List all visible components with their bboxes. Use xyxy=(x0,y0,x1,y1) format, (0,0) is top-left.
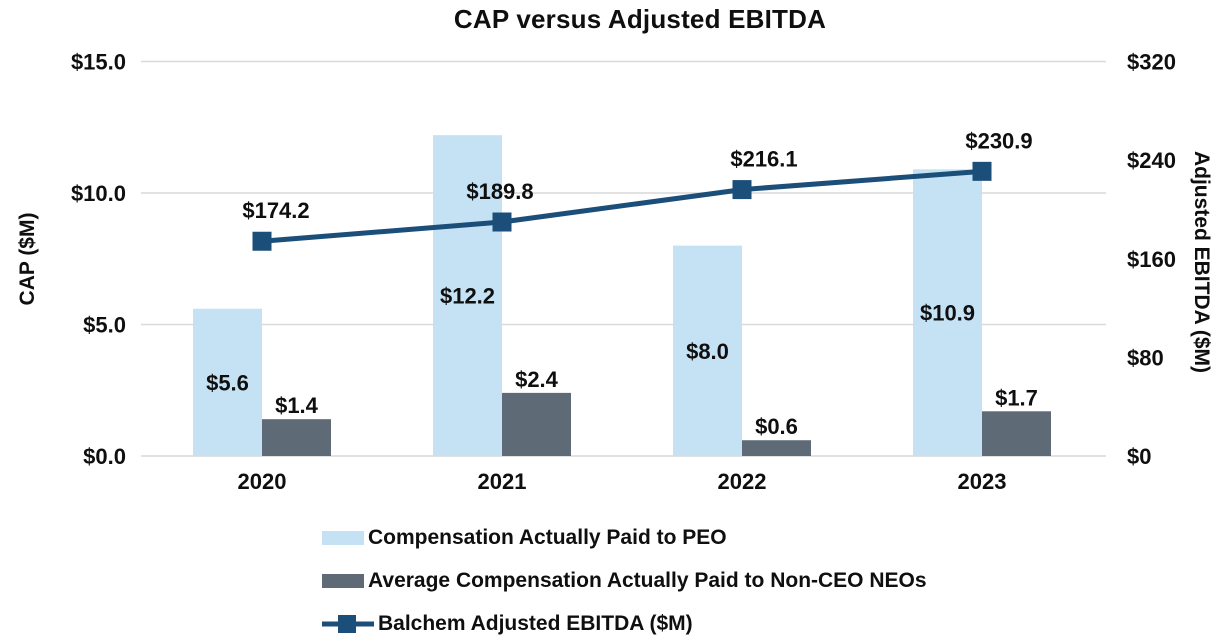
left-axis-tick-label: $0.0 xyxy=(83,444,126,469)
neo-bar xyxy=(262,419,331,456)
neo-bar xyxy=(742,440,811,456)
left-axis-tick-label: $15.0 xyxy=(71,50,126,75)
right-axis-tick-label: $0 xyxy=(1127,444,1151,469)
neo-bar xyxy=(502,392,571,456)
chart-title: CAP versus Adjusted EBITDA xyxy=(453,4,827,34)
right-axis-tick-label: $240 xyxy=(1127,148,1176,173)
peo-bar xyxy=(913,169,982,456)
ebitda-marker xyxy=(252,231,272,251)
neo-bar-label: $1.4 xyxy=(275,393,319,418)
peo-bar-label: $8.0 xyxy=(686,339,729,364)
legend-item-cap-neo: Average Compensation Actually Paid to No… xyxy=(322,569,927,592)
peo-bar-label: $5.6 xyxy=(206,370,249,395)
legend-item-cap-peo: Compensation Actually Paid to PEO xyxy=(322,526,927,549)
peo-bar-swatch xyxy=(322,531,364,545)
right-axis-tick-label: $320 xyxy=(1127,50,1176,75)
neo-bar-swatch xyxy=(322,574,364,588)
ebitda-line-swatch xyxy=(322,615,374,633)
neo-bar-label: $0.6 xyxy=(755,414,798,439)
right-axis-tick-label: $80 xyxy=(1127,345,1164,370)
peo-bar xyxy=(433,135,502,456)
left-axis-tick-label: $5.0 xyxy=(83,313,126,338)
x-axis-year-label: 2020 xyxy=(238,469,287,494)
right-axis-tick-label: $160 xyxy=(1127,247,1176,272)
ebitda-marker xyxy=(732,180,752,200)
ebitda-point-label: $216.1 xyxy=(730,147,797,172)
legend-item-ebitda: Balchem Adjusted EBITDA ($M) xyxy=(322,612,927,635)
legend-label-ebitda: Balchem Adjusted EBITDA ($M) xyxy=(378,612,693,635)
peo-bar-label: $12.2 xyxy=(440,284,495,309)
legend: Compensation Actually Paid to PEO Averag… xyxy=(322,526,927,635)
x-axis-year-label: 2022 xyxy=(718,469,767,494)
legend-label-cap-peo: Compensation Actually Paid to PEO xyxy=(368,526,727,549)
peo-bar-label: $10.9 xyxy=(920,301,975,326)
ebitda-point-label: $230.9 xyxy=(965,128,1032,153)
ebitda-marker xyxy=(972,161,992,181)
legend-label-cap-neo: Average Compensation Actually Paid to No… xyxy=(368,569,927,592)
ebitda-marker xyxy=(492,212,512,232)
x-axis-year-label: 2021 xyxy=(478,469,527,494)
x-axis-year-label: 2023 xyxy=(958,469,1007,494)
neo-bar-label: $2.4 xyxy=(515,367,559,392)
peo-bar xyxy=(193,308,262,456)
ebitda-point-label: $174.2 xyxy=(242,198,309,223)
neo-bar-label: $1.7 xyxy=(995,385,1038,410)
neo-bar xyxy=(982,411,1051,456)
ebitda-point-label: $189.8 xyxy=(466,179,533,204)
legend-line-marker xyxy=(338,615,356,633)
peo-bar xyxy=(673,245,742,456)
ebitda-line xyxy=(261,168,983,244)
left-axis-tick-label: $10.0 xyxy=(71,181,126,206)
